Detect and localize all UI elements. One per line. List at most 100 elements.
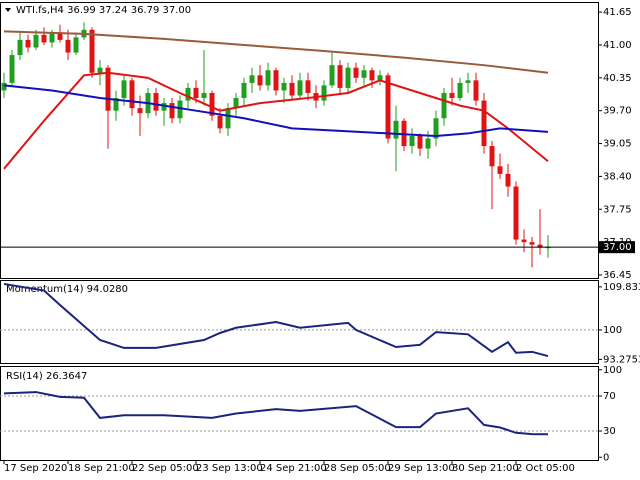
x-tick-label: 28 Sep 05:00: [324, 463, 391, 474]
candle-body: [65, 39, 71, 53]
y-tick-label: 41.00: [603, 40, 632, 51]
last-price-label: 37.00: [603, 242, 632, 253]
candle-body: [337, 65, 343, 88]
y-tick-label: 40.35: [603, 73, 632, 84]
candle-body: [489, 146, 495, 167]
candle-body: [1, 82, 7, 91]
candle-body: [25, 39, 31, 48]
x-tick-label: 24 Sep 21:00: [260, 463, 327, 474]
x-tick-label: 30 Sep 21:00: [452, 463, 519, 474]
x-tick-label: 29 Sep 13:00: [388, 463, 455, 474]
last-price-box: [599, 241, 635, 254]
y-tick-label: 70: [603, 391, 616, 402]
y-tick-label: 100: [603, 365, 622, 376]
y-tick-label: 37.75: [603, 204, 632, 215]
menu-icon[interactable]: [5, 8, 11, 12]
candle-body: [105, 67, 111, 111]
candle-body: [329, 65, 335, 86]
candle-body: [33, 34, 39, 48]
candle-body: [505, 173, 511, 187]
candle-body: [361, 70, 367, 78]
pane-frame: [0, 280, 599, 364]
candle-body: [233, 98, 239, 109]
candle-body: [425, 138, 431, 149]
x-tick-label: 23 Sep 13:00: [196, 463, 263, 474]
candle-body: [481, 100, 487, 147]
y-tick-label: 100: [603, 325, 622, 336]
y-tick-label: 30: [603, 426, 616, 437]
candle-body: [305, 80, 311, 93]
candle-body: [73, 37, 79, 53]
indicator-line: [3, 282, 549, 358]
y-tick-label: 0: [603, 452, 609, 463]
candle-body: [273, 70, 279, 91]
pane-frame: [0, 366, 599, 461]
candle-body: [289, 82, 295, 96]
indicator-line: [3, 30, 549, 74]
candle-body: [49, 32, 55, 43]
candle-body: [297, 80, 303, 96]
candle-body: [257, 75, 263, 86]
candle-body: [465, 80, 471, 83]
y-tick-label: 109.8339: [603, 282, 640, 293]
candle-body: [345, 67, 351, 88]
momentum-title: Momentum(14) 94.0280: [6, 284, 128, 295]
candle-body: [449, 92, 455, 99]
x-tick-label: 17 Sep 2020: [4, 463, 67, 474]
candle-body: [209, 92, 215, 116]
indicator-line: [3, 391, 549, 436]
candle-body: [521, 239, 527, 243]
candle-body: [57, 32, 63, 40]
candle-body: [385, 75, 391, 139]
y-tick-label: 41.65: [603, 7, 632, 18]
candle-body: [433, 118, 439, 139]
x-tick-label: 22 Sep 05:00: [132, 463, 199, 474]
candle-body: [497, 166, 503, 174]
x-tick-label: 18 Sep 21:00: [68, 463, 135, 474]
candle-body: [97, 67, 103, 73]
y-tick-label: 39.05: [603, 139, 632, 150]
candle-body: [281, 82, 287, 91]
candle-body: [537, 244, 543, 248]
candle-body: [393, 120, 399, 139]
candle-body: [137, 108, 143, 114]
candle-body: [529, 242, 535, 245]
candle-body: [249, 75, 255, 83]
candle-body: [377, 75, 383, 81]
candle-body: [225, 108, 231, 129]
y-tick-label: 93.2753: [603, 354, 640, 365]
candle-body: [17, 39, 23, 56]
candle-body: [265, 70, 271, 86]
candle-body: [9, 55, 15, 83]
candle-body: [417, 135, 423, 149]
candle-body: [185, 87, 191, 101]
candle-body: [321, 85, 327, 101]
candle-body: [153, 92, 159, 111]
candle-body: [89, 29, 95, 73]
pane-frame: [0, 2, 599, 279]
candle-body: [217, 115, 223, 129]
candle-body: [353, 67, 359, 78]
rsi-title: RSI(14) 26.3647: [6, 371, 87, 382]
y-tick-label: 38.40: [603, 171, 632, 182]
y-tick-label: 36.45: [603, 270, 632, 281]
candle-body: [513, 186, 519, 240]
candle-body: [441, 92, 447, 119]
candle-body: [201, 92, 207, 99]
candle-body: [169, 103, 175, 119]
candle-body: [457, 82, 463, 99]
x-tick-label: 2 Oct 05:00: [516, 463, 575, 474]
candle-body: [409, 135, 415, 147]
candle-body: [41, 34, 47, 43]
candle-body: [177, 100, 183, 119]
candle-body: [369, 70, 375, 81]
candle-body: [473, 80, 479, 101]
candle-body: [121, 80, 127, 99]
candle-body: [161, 103, 167, 111]
candle-body: [241, 82, 247, 99]
indicator-line: [3, 71, 549, 170]
candle-body: [129, 80, 135, 109]
y-tick-label: 39.70: [603, 106, 632, 117]
chart-title: WTI.fs,H4 36.99 37.24 36.79 37.00: [16, 5, 191, 16]
